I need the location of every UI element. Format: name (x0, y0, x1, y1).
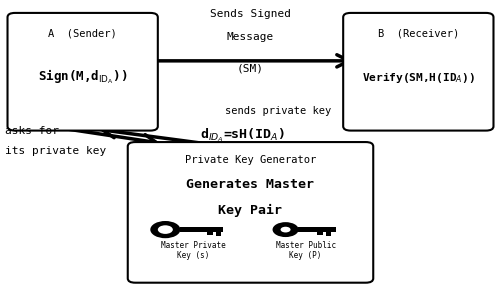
Text: Sign(M,d$_{\rm ID_A}$)): Sign(M,d$_{\rm ID_A}$)) (38, 68, 127, 86)
Text: asks for: asks for (5, 126, 59, 136)
Text: (SM): (SM) (237, 63, 264, 73)
Circle shape (150, 221, 180, 238)
Bar (298, 227, 336, 232)
Text: Generates Master: Generates Master (186, 178, 315, 191)
Text: Sends Signed: Sends Signed (210, 9, 291, 19)
Text: its private key: its private key (5, 146, 106, 156)
Circle shape (281, 227, 291, 232)
Text: d$_{ID_A}$=sH(ID$_A$): d$_{ID_A}$=sH(ID$_A$) (200, 126, 286, 144)
FancyBboxPatch shape (128, 142, 373, 283)
Circle shape (273, 222, 299, 237)
Bar (317, 232, 323, 235)
Text: sends private key: sends private key (225, 106, 332, 116)
Text: Master Private
Key (s): Master Private Key (s) (160, 241, 225, 261)
Bar (207, 232, 213, 235)
Bar (326, 232, 331, 236)
Text: Private Key Generator: Private Key Generator (185, 155, 316, 165)
Text: Verify(SM,H(ID$_A$)): Verify(SM,H(ID$_A$)) (362, 70, 475, 85)
FancyBboxPatch shape (8, 13, 158, 131)
Text: B  (Receiver): B (Receiver) (378, 29, 459, 39)
Text: Message: Message (227, 32, 274, 42)
Text: Master Public
Key (P): Master Public Key (P) (276, 241, 336, 261)
Bar (180, 227, 223, 232)
Circle shape (158, 225, 173, 234)
FancyBboxPatch shape (343, 13, 493, 131)
Bar (216, 232, 221, 236)
Text: A  (Sender): A (Sender) (48, 29, 117, 39)
Text: Key Pair: Key Pair (218, 204, 283, 217)
